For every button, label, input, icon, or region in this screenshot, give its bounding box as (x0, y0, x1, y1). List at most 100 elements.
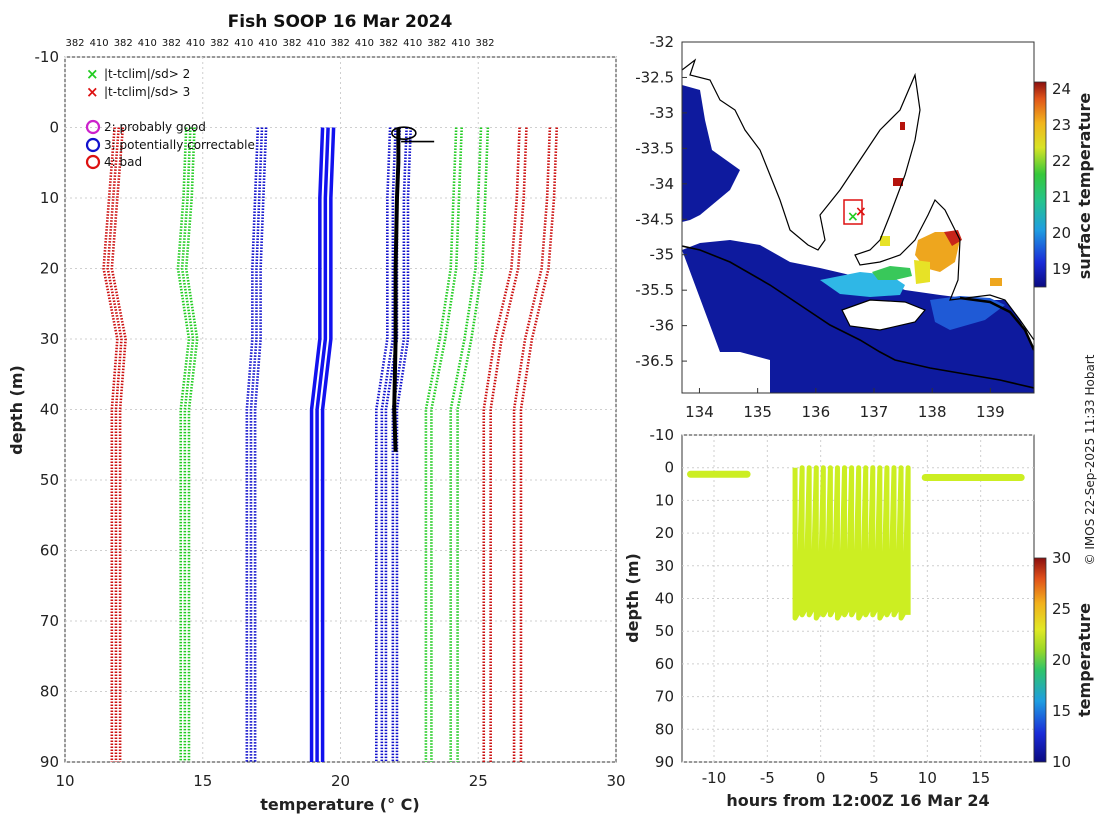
profile-top-label: 410 (403, 38, 422, 49)
timeseries-x-tick-label: 0 (816, 769, 826, 787)
profile-top-label: 410 (234, 38, 253, 49)
profile-y-label: depth (m) (7, 365, 26, 455)
profile-y-tick-label: 70 (40, 612, 59, 630)
profile-series-clim-3sd-high (489, 127, 528, 762)
profile-top-label: 410 (355, 38, 374, 49)
map-colorbar-tick-label: 22 (1052, 152, 1071, 170)
profile-top-label: 410 (258, 38, 277, 49)
map-y-ticks: -32 -32.5 -33 -33.5 -34 -34.5 -35 -35.5 -36 -36.5 (635, 33, 687, 370)
timeseries-colorbar-label: temperature (1075, 603, 1094, 717)
profile-top-label: 410 (307, 38, 326, 49)
map-x-tick-label: 136 (801, 403, 830, 421)
map-y-tick-label: -34.5 (635, 210, 674, 228)
profile-y-tick-label: 80 (40, 683, 59, 701)
profile-series-clim-3sd-low (110, 127, 127, 762)
profile-top-label: 410 (186, 38, 205, 49)
timeseries-colorbar-tick-label: 25 (1052, 600, 1071, 618)
timeseries-y-tick-label: -10 (650, 426, 675, 444)
profile-series-clim-3sd-high (512, 127, 552, 762)
credit-text: © IMOS 22-Sep-2025 11:33 Hobart (1083, 354, 1097, 565)
map-coastline (682, 58, 1034, 341)
map-sst-west (682, 85, 740, 222)
profile-series-clim-2sd-high (424, 127, 458, 762)
profile-observed-head (391, 126, 417, 140)
map-track (959, 296, 1034, 351)
profile-x-label: temperature (° C) (260, 795, 419, 814)
profile-top-labels: 382 410 382 410 382 410 382 410 410 382 410 382 410 3… (65, 38, 494, 49)
map-y-tick-label: -36 (650, 317, 675, 335)
profile-panel: 10 15 20 25 30 -10 0 10 20 30 40 50 60 70 80 90 382 410… (7, 12, 626, 814)
map-panel: × × 134 135 136 137 138 139 -32-32.5-33-33.5-… (635, 33, 1094, 421)
map-colorbar-ticks: 19 20 21 22 23 24 (1052, 80, 1071, 278)
profile-y-tick-label: 40 (40, 401, 59, 419)
profile-top-label: 382 (427, 38, 446, 49)
green-cross-icon: × (86, 65, 99, 83)
profile-series-clim-3sd-low (106, 127, 123, 762)
profile-x-tick-label: 20 (331, 772, 350, 790)
timeseries-colorbar-tick-label: 20 (1052, 651, 1071, 669)
timeseries-y-tick-label: 20 (655, 524, 674, 542)
timeseries-x-tick-label: 10 (918, 769, 937, 787)
profile-top-label: 382 (65, 38, 84, 49)
timeseries-colorbar-tick-label: 15 (1052, 702, 1071, 720)
timeseries-y-tick-label: 40 (655, 590, 674, 608)
timeseries-y-tick-label: 30 (655, 557, 674, 575)
map-colorbar-tick-label: 24 (1052, 80, 1071, 98)
timeseries-x-tick-label: -5 (760, 769, 775, 787)
timeseries-y-tick-label: 0 (664, 459, 674, 477)
blue-circle-icon (85, 137, 101, 153)
profile-series-clim-mean (315, 127, 330, 762)
red-circle-icon (85, 154, 101, 170)
timeseries-y-ticks: -10 0 10 20 30 40 50 60 70 80 90 (650, 426, 675, 771)
profile-top-label: 382 (475, 38, 494, 49)
profile-y-tick-label: 30 (40, 330, 59, 348)
timeseries-x-tick-label: 15 (971, 769, 990, 787)
profile-x-tick-label: 10 (55, 772, 74, 790)
map-x-ticks: 134 135 136 137 138 139 (685, 388, 1005, 421)
map-y-tick-label: -33 (650, 104, 675, 122)
map-x-tick-label: 135 (743, 403, 772, 421)
map-colorbar (1033, 81, 1047, 288)
timeseries-colorbar-tick-label: 10 (1052, 753, 1071, 771)
timeseries-colorbar-ticks: 10 15 20 25 30 (1052, 549, 1071, 771)
profile-legend: × |t-tclim|/sd> 2 × |t-tclim|/sd> 3 2: p… (85, 65, 255, 170)
legend-flag-4: 4: bad (104, 155, 142, 169)
timeseries-y-tick-label: 60 (655, 655, 674, 673)
profile-top-label: 382 (114, 38, 133, 49)
map-x-tick-label: 139 (976, 403, 1005, 421)
map-colorbar-label: surface temperature (1075, 93, 1094, 280)
map-sst-shelf (930, 296, 1005, 330)
timeseries-y-tick-label: 50 (655, 622, 674, 640)
profile-grid (64, 56, 617, 763)
profile-series (102, 126, 559, 762)
profile-y-tick-label: 0 (49, 119, 59, 137)
timeseries-x-tick-label: -10 (702, 769, 727, 787)
map-y-tick-label: -34 (650, 175, 675, 193)
profile-y-ticks: -10 0 10 20 30 40 50 60 70 80 90 (35, 48, 60, 771)
map-sst-yellow (914, 260, 930, 284)
chart-title: Fish SOOP 16 Mar 2024 (228, 12, 453, 32)
profile-x-ticks: 10 15 20 25 30 (55, 772, 625, 790)
timeseries-colorbar-tick-label: 30 (1052, 549, 1071, 567)
legend-flag-3: 3: potentially correctable (104, 138, 255, 152)
profile-top-label: 410 (138, 38, 157, 49)
profile-series-clim-3sd-high (482, 127, 521, 762)
timeseries-casts (792, 465, 911, 621)
profile-series-clim-3sd-low (102, 127, 119, 762)
timeseries-colorbar (1033, 557, 1047, 763)
profile-x-tick-label: 25 (469, 772, 488, 790)
profile-series-clim-2sd-low (184, 127, 199, 762)
timeseries-y-tick-label: 90 (655, 753, 674, 771)
map-kangaroo-island (841, 299, 926, 331)
profile-x-tick-label: 30 (606, 772, 625, 790)
profile-y-tick-label: 20 (40, 260, 59, 278)
profile-series-observed (392, 127, 401, 452)
profile-series-clim-2sd-high (449, 127, 483, 762)
profile-top-label: 382 (210, 38, 229, 49)
map-x-tick-label: 138 (918, 403, 947, 421)
timeseries-y-label: depth (m) (623, 553, 642, 643)
profile-y-tick-label: 90 (40, 753, 59, 771)
profile-series-clim-2sd-low (180, 127, 195, 762)
map-coastline-south (682, 245, 1034, 389)
timeseries-y-tick-label: 70 (655, 688, 674, 706)
